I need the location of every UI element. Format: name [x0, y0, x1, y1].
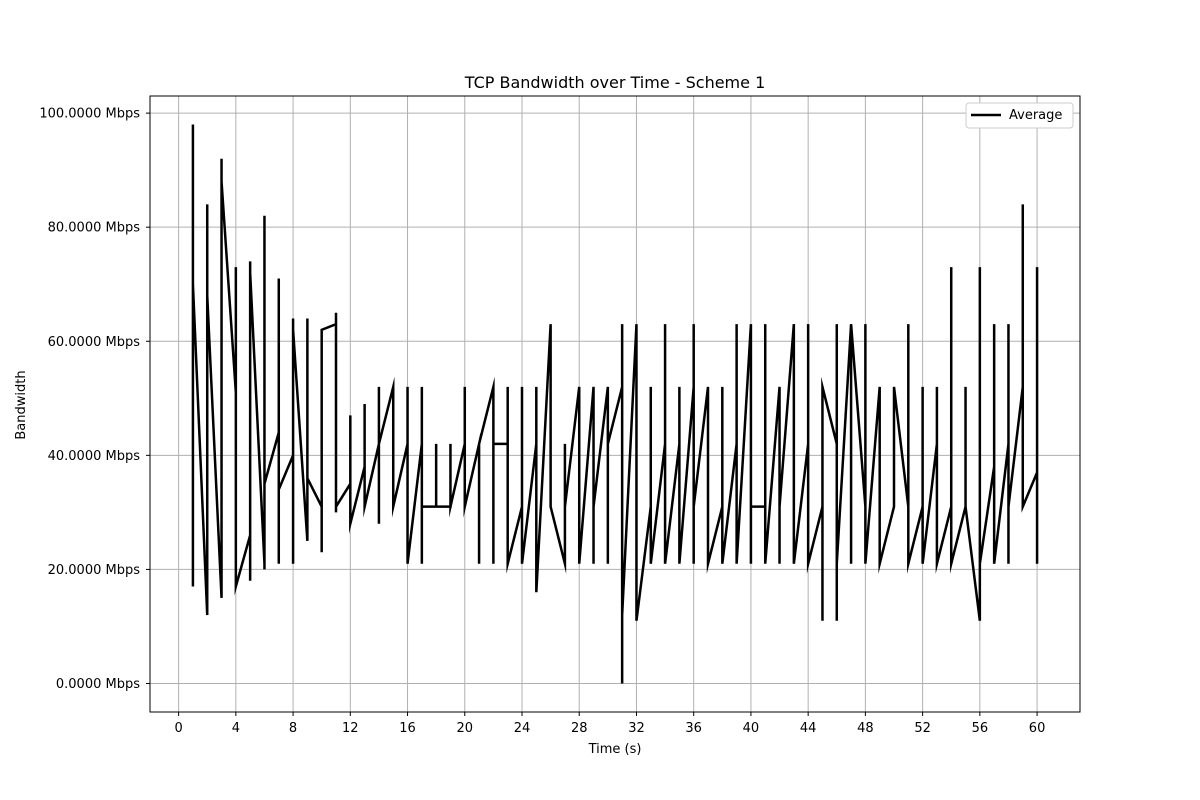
x-tick-label: 12: [342, 721, 359, 736]
series-line-average: [191, 124, 1039, 684]
plot-frame: [149, 95, 1081, 713]
legend: Average: [965, 102, 1074, 129]
x-tick-label: 44: [800, 721, 817, 736]
grid-layer: [150, 96, 1080, 712]
x-tick-label: 20: [456, 721, 473, 736]
chart-title: TCP Bandwidth over Time - Scheme 1: [464, 73, 766, 92]
line-layer: [191, 124, 1039, 684]
y-tick-label: 40.0000 Mbps: [48, 449, 141, 464]
x-tick-label: 32: [628, 721, 645, 736]
y-axis-label: Bandwidth: [14, 370, 29, 439]
x-tick-label: 36: [685, 721, 702, 736]
x-tick-label: 40: [743, 721, 760, 736]
x-axis-label: Time (s): [588, 742, 642, 757]
x-tick-label: 56: [972, 721, 989, 736]
x-tick-label: 0: [174, 721, 182, 736]
y-tick-label: 20.0000 Mbps: [48, 563, 141, 578]
x-tick-label: 16: [399, 721, 416, 736]
x-tick-label: 48: [857, 721, 874, 736]
y-tick-label: 80.0000 Mbps: [48, 221, 141, 236]
x-tick-label: 28: [571, 721, 588, 736]
legend-box: [965, 102, 1074, 129]
x-tick-label: 60: [1029, 721, 1046, 736]
y-tick-label: 0.0000 Mbps: [56, 677, 140, 692]
tick-layer: 0 4 8 12 16 20 24 28 32 36 40 44 48 52 56 600.0000 Mbps…: [39, 107, 1045, 736]
x-tick-label: 8: [289, 721, 297, 736]
y-tick-label: 100.0000 Mbps: [39, 107, 140, 122]
y-tick-label: 60.0000 Mbps: [48, 335, 141, 350]
x-tick-label: 24: [514, 721, 531, 736]
x-tick-label: 4: [232, 721, 240, 736]
legend-label-average: Average: [1009, 108, 1062, 123]
x-tick-label: 52: [914, 721, 931, 736]
